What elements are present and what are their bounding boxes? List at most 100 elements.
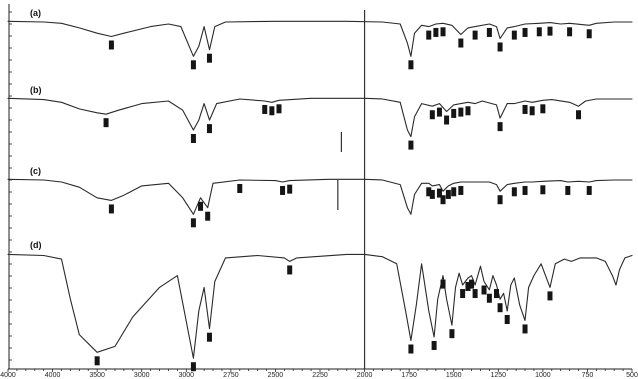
peak-label-mark <box>504 315 510 324</box>
chart-frame <box>8 4 632 370</box>
peak-label-mark <box>458 185 464 195</box>
peak-label <box>497 303 503 313</box>
peak-label-mark <box>431 340 437 350</box>
peak-label-mark <box>408 60 414 70</box>
spectrum-3: (d) <box>7 240 633 372</box>
peak-label-mark <box>408 344 414 354</box>
peak-label-mark <box>94 356 100 366</box>
peak-label <box>547 26 553 36</box>
peak-label-mark <box>206 53 212 63</box>
peak-label <box>486 293 492 303</box>
peak-label-mark <box>451 108 457 118</box>
peak-label <box>458 185 464 195</box>
peak-label <box>444 115 450 125</box>
peak-label-mark <box>237 183 243 193</box>
peak-label-mark <box>190 134 196 143</box>
peak-label <box>494 289 500 299</box>
peak-label-mark <box>472 289 478 299</box>
spectrum-trace <box>7 20 633 57</box>
peak-label <box>465 281 471 291</box>
peak-label <box>469 279 475 289</box>
peak-label-mark <box>429 189 435 199</box>
peak-label-mark <box>522 185 528 195</box>
peak-label-mark <box>458 38 464 48</box>
peak-label <box>511 187 517 197</box>
peak-label-mark <box>547 291 553 301</box>
peak-label-mark <box>276 104 282 114</box>
peak-label <box>547 291 553 301</box>
peak-label-mark <box>540 104 546 114</box>
peak-label <box>586 185 592 195</box>
panel-label: (d) <box>30 240 42 250</box>
peak-label-mark <box>445 189 451 199</box>
peak-label <box>497 195 503 205</box>
peak-label-mark <box>472 30 478 40</box>
x-tick-label: 500 <box>626 372 638 379</box>
peak-label <box>94 356 100 366</box>
peak-label-mark <box>426 30 432 40</box>
x-tick-label: 750 <box>582 372 594 379</box>
peak-label <box>287 265 293 275</box>
peak-label-mark <box>536 27 542 37</box>
x-axis: 4000 4000 3500 3000 3000 2750 2500 2250 2000 1750… <box>0 369 638 379</box>
peak-label <box>436 188 442 198</box>
peak-label-mark <box>103 118 109 128</box>
peak-label <box>190 134 196 143</box>
peak-label <box>511 30 517 40</box>
spectrum-2: (c) <box>7 166 633 228</box>
peak-label <box>536 27 542 37</box>
spectrum-trace <box>7 253 633 359</box>
peak-label <box>190 218 196 228</box>
peak-label-mark <box>511 187 517 197</box>
peak-label-mark <box>206 124 212 134</box>
peak-label <box>206 124 212 134</box>
peak-label <box>108 204 114 214</box>
peak-label <box>433 27 439 37</box>
peak-label <box>408 344 414 354</box>
peak-label <box>426 187 432 197</box>
peak-label-mark <box>408 140 414 150</box>
peak-label <box>206 332 212 342</box>
peak-label <box>429 110 435 120</box>
peak-label <box>103 118 109 128</box>
peak-label <box>540 104 546 114</box>
peak-label-mark <box>262 104 268 114</box>
x-tick-label: 3000 <box>134 372 150 379</box>
peak-label <box>458 107 464 117</box>
peak-label <box>567 27 573 37</box>
peak-label-mark <box>460 289 466 299</box>
peak-label-mark <box>522 104 528 114</box>
peak-label <box>481 285 487 295</box>
peak-label <box>436 107 442 117</box>
x-tick-label: 3000 <box>178 372 194 379</box>
peak-label <box>237 183 243 193</box>
peak-label-mark <box>547 26 553 36</box>
peak-label <box>190 60 196 70</box>
peak-label-mark <box>540 185 546 195</box>
peak-label-mark <box>190 362 196 372</box>
peak-label <box>262 104 268 114</box>
peak-label-mark <box>511 30 517 40</box>
panel-label: (c) <box>30 166 41 176</box>
peak-label-mark <box>269 106 275 116</box>
peak-label-mark <box>287 265 293 275</box>
peak-label <box>565 185 571 195</box>
peak-label <box>451 108 457 118</box>
x-tick-label: 2250 <box>312 372 328 379</box>
peak-label-mark <box>444 115 450 125</box>
x-tick-label: 1250 <box>490 372 506 379</box>
peak-label <box>408 140 414 150</box>
x-tick-label: 4000 <box>45 372 61 379</box>
x-tick-label: 4000 <box>0 372 16 379</box>
panel-label: (a) <box>30 8 41 18</box>
peak-label-mark <box>108 204 114 214</box>
peak-label-mark <box>586 29 592 39</box>
peak-label-mark <box>451 187 457 197</box>
peak-label-mark <box>529 106 535 116</box>
peak-label <box>440 27 446 37</box>
peak-label <box>445 189 451 199</box>
peak-label <box>460 289 466 299</box>
peak-label <box>206 53 212 63</box>
peak-label-mark <box>436 188 442 198</box>
